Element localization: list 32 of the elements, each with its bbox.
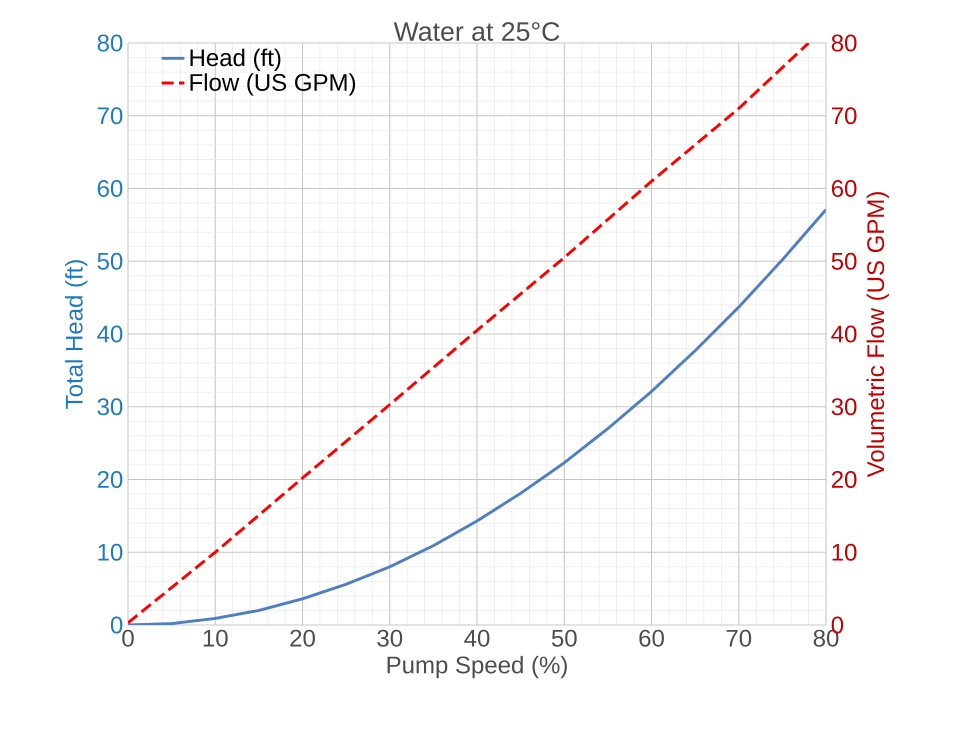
x-tick-label: 30 xyxy=(377,630,402,647)
y-tick-label: 0 xyxy=(110,616,122,634)
y2-tick-label: 80 xyxy=(832,34,856,52)
y-tick-label: 70 xyxy=(98,107,122,124)
x-tick-label: 20 xyxy=(290,630,315,647)
y2-tick-label: 30 xyxy=(832,398,856,416)
y-tick-label: 30 xyxy=(98,398,122,416)
y-axis-title: Total Head (ft) xyxy=(65,260,88,409)
y-tick-label: 50 xyxy=(98,252,122,270)
y2-axis-title: Volumetric Flow (US GPM) xyxy=(866,192,889,478)
y2-tick-label: 70 xyxy=(832,107,856,124)
y-tick-label: 40 xyxy=(97,325,122,342)
x-axis-title: Pump Speed (%) xyxy=(388,656,567,678)
y2-tick-label: 60 xyxy=(832,180,856,197)
y2-tick-label: 20 xyxy=(832,470,856,488)
x-tick-label: 40 xyxy=(464,630,490,647)
x-tick-label: 0 xyxy=(122,630,134,647)
chart-title: Water at 25°C xyxy=(394,22,560,41)
x-tick-label: 10 xyxy=(204,630,228,647)
y2-tick-label: 50 xyxy=(832,252,856,270)
y2-tick-label: 40 xyxy=(831,325,856,342)
line-series xyxy=(128,208,826,625)
y2-tick-label: 10 xyxy=(832,544,856,561)
legend-label: Head (ft) xyxy=(190,48,280,71)
y-tick-label: 80 xyxy=(98,34,122,52)
x-tick-label: 70 xyxy=(726,630,752,647)
y-tick-label: 60 xyxy=(98,180,122,197)
y-tick-label: 20 xyxy=(98,470,122,488)
legend-label: Flow (US GPM) xyxy=(190,73,356,96)
y-tick-label: 10 xyxy=(98,544,122,561)
x-tick-label: 50 xyxy=(552,630,577,647)
x-tick-label: 60 xyxy=(639,630,664,647)
